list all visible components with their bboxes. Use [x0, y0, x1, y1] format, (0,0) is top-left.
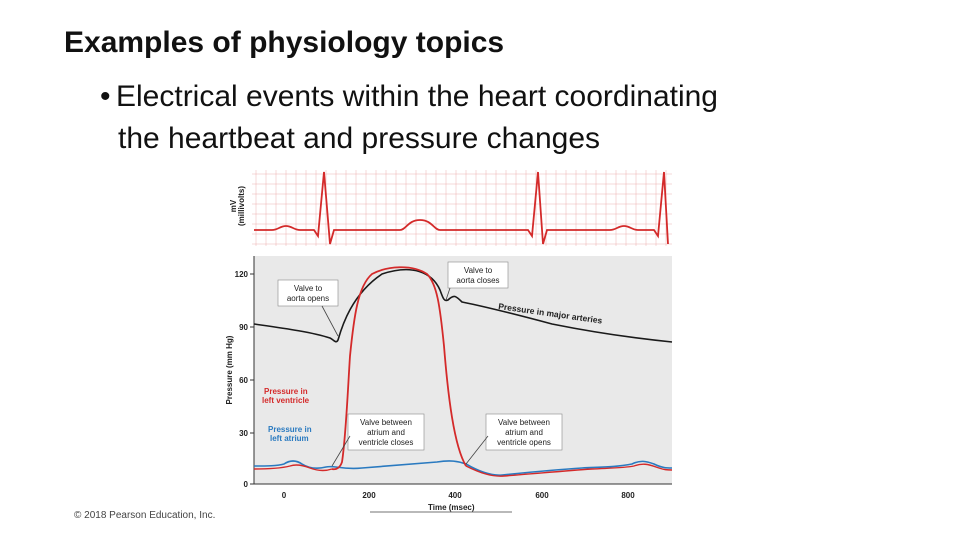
- callout-av-closes: Valve between atrium and ventricle close…: [331, 413, 425, 467]
- atrium-label-line-1: Pressure in: [268, 425, 312, 434]
- y-tick-label: 0: [244, 480, 249, 489]
- ventricle-label-line-2: left ventricle: [262, 396, 310, 405]
- ecg-ylabel-name: (millivolts): [237, 186, 246, 226]
- cardiac-cycle-figure: mV (millivolts) 120 90 60 30 0 Pressure …: [225, 170, 673, 513]
- x-tick-label: 200: [362, 491, 376, 500]
- callout-av-opens: Valve between atrium and ventricle opens: [465, 413, 563, 465]
- callout-text: Valve between: [360, 418, 412, 427]
- atrium-label-line-2: left atrium: [270, 434, 309, 443]
- callout-text: aorta opens: [287, 294, 329, 303]
- ecg-ylabel-unit: mV: [229, 199, 238, 212]
- callout-text: Valve between: [498, 418, 550, 427]
- bullet-text-line-2: the heartbeat and pressure changes: [118, 122, 601, 155]
- x-tick-label: 800: [621, 491, 635, 500]
- callout-text: atrium and: [505, 428, 543, 437]
- ventricle-pressure-curve: [331, 266, 467, 471]
- ecg-trace: [254, 171, 669, 245]
- ventricle-label-line-1: Pressure in: [264, 387, 308, 396]
- x-axis-ticks: 0 200 400 600 800: [282, 491, 635, 500]
- atrium-pressure-curve: [253, 460, 673, 476]
- callout-text: ventricle closes: [359, 438, 414, 447]
- x-axis-label: Time (msec): [428, 503, 475, 512]
- callout-text: ventricle opens: [497, 438, 551, 447]
- pressure-panel: 120 90 60 30 0 Pressure (mm Hg) 0 200 40…: [225, 256, 673, 513]
- atrium-ventricle-lower-curve: [253, 463, 673, 477]
- y-tick-label: 30: [239, 429, 248, 438]
- y-tick-label: 90: [239, 323, 248, 332]
- callout-aorta-closes: Valve to aorta closes: [445, 261, 509, 301]
- callout-text: atrium and: [367, 428, 405, 437]
- y-tick-label: 60: [239, 376, 248, 385]
- x-tick-label: 400: [448, 491, 462, 500]
- slide-title: Examples of physiology topics: [64, 26, 505, 59]
- y-tick-label: 120: [235, 270, 249, 279]
- x-tick-label: 0: [282, 491, 287, 500]
- pressure-ylabel: Pressure (mm Hg): [225, 335, 234, 404]
- callout-text: aorta closes: [456, 276, 499, 285]
- x-tick-label: 600: [535, 491, 549, 500]
- copyright-notice: © 2018 Pearson Education, Inc.: [74, 510, 216, 521]
- callout-text: Valve to: [464, 266, 493, 275]
- callout-text: Valve to: [294, 284, 323, 293]
- ecg-panel: mV (millivolts): [229, 170, 672, 246]
- bullet-marker: •: [100, 80, 111, 113]
- artery-pressure-curve: [253, 268, 673, 343]
- y-tick-marks: [250, 273, 254, 485]
- bullet-text-line-1: Electrical events within the heart coord…: [116, 80, 718, 113]
- y-axis-ticks: 120 90 60 30 0: [235, 270, 249, 489]
- ecg-background: [252, 170, 672, 246]
- callout-aorta-opens: Valve to aorta opens: [277, 279, 339, 337]
